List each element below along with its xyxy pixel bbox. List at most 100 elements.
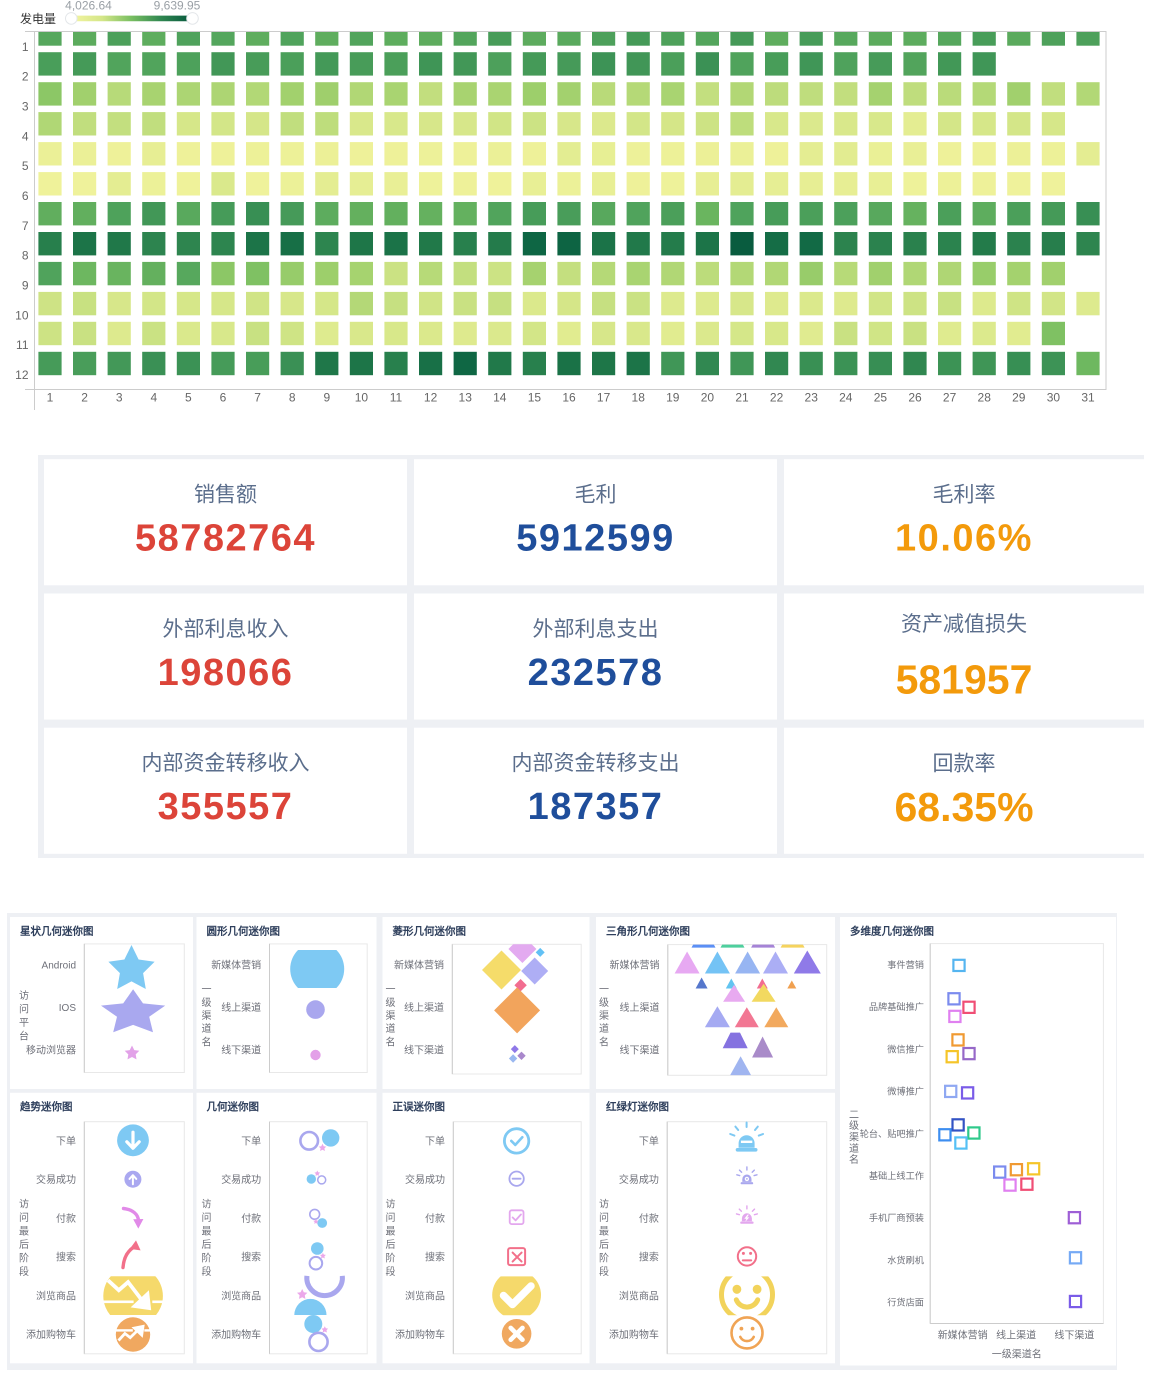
svg-text:3: 3: [116, 391, 123, 405]
svg-text:最: 最: [599, 1226, 609, 1238]
svg-text:访: 访: [19, 990, 29, 1002]
svg-text:销售额: 销售额: [194, 484, 257, 507]
svg-text:8: 8: [289, 391, 296, 405]
svg-text:段: 段: [202, 1265, 212, 1278]
svg-text:6: 6: [220, 391, 227, 405]
svg-text:搜索: 搜索: [56, 1251, 76, 1264]
svg-text:355557: 355557: [158, 786, 294, 828]
svg-text:17: 17: [597, 391, 611, 405]
svg-text:8: 8: [22, 249, 29, 263]
svg-text:15: 15: [528, 391, 542, 405]
svg-text:20: 20: [701, 391, 715, 405]
svg-text:12: 12: [15, 368, 29, 382]
svg-text:3: 3: [22, 100, 29, 114]
svg-text:趋势迷你图: 趋势迷你图: [20, 1100, 73, 1113]
svg-text:线上渠道: 线上渠道: [996, 1329, 1036, 1342]
svg-text:级: 级: [849, 1120, 859, 1132]
svg-text:道: 道: [202, 1022, 212, 1035]
svg-text:浏览商品: 浏览商品: [405, 1289, 445, 1302]
svg-text:发电量: 发电量: [20, 11, 56, 26]
svg-text:11: 11: [16, 338, 29, 352]
svg-text:微博推广: 微博推广: [887, 1086, 924, 1097]
svg-text:1: 1: [22, 40, 29, 54]
svg-text:回款率: 回款率: [933, 753, 996, 776]
svg-text:添加购物车: 添加购物车: [609, 1328, 659, 1341]
svg-text:级: 级: [386, 997, 396, 1009]
svg-text:事件营销: 事件营销: [887, 959, 924, 970]
svg-text:交易成功: 交易成功: [619, 1173, 659, 1186]
svg-text:下单: 下单: [639, 1136, 659, 1148]
svg-text:9: 9: [22, 279, 29, 293]
svg-text:30: 30: [1047, 391, 1061, 405]
svg-text:付款: 付款: [425, 1212, 445, 1225]
svg-text:新媒体营销: 新媒体营销: [394, 959, 444, 972]
svg-text:9: 9: [323, 391, 330, 405]
svg-text:搜索: 搜索: [425, 1251, 445, 1264]
svg-text:下单: 下单: [241, 1136, 261, 1148]
svg-text:二: 二: [849, 1110, 859, 1121]
svg-text:渠: 渠: [599, 1010, 609, 1022]
svg-text:12: 12: [424, 391, 438, 405]
svg-text:移动浏览器: 移动浏览器: [26, 1043, 76, 1056]
svg-text:搜索: 搜索: [639, 1251, 659, 1264]
svg-text:68.35%: 68.35%: [894, 784, 1033, 830]
svg-text:圆形几何迷你图: 圆形几何迷你图: [207, 925, 281, 938]
svg-text:10: 10: [355, 391, 369, 405]
svg-text:一: 一: [386, 985, 396, 996]
svg-text:阶: 阶: [599, 1252, 609, 1265]
svg-text:正误迷你图: 正误迷你图: [393, 1100, 446, 1113]
svg-text:IOS: IOS: [59, 1003, 77, 1014]
svg-text:31: 31: [1081, 391, 1095, 405]
svg-text:访: 访: [19, 1199, 29, 1211]
svg-text:级: 级: [599, 997, 609, 1009]
svg-text:段: 段: [599, 1265, 609, 1278]
svg-text:后: 后: [19, 1239, 29, 1251]
svg-text:付款: 付款: [241, 1212, 261, 1225]
svg-text:28: 28: [978, 391, 992, 405]
svg-text:交易成功: 交易成功: [221, 1173, 261, 1186]
svg-text:毛利: 毛利: [575, 484, 617, 507]
svg-text:渠: 渠: [849, 1132, 859, 1144]
svg-text:4: 4: [22, 129, 29, 143]
svg-text:基础上线工作: 基础上线工作: [869, 1170, 924, 1181]
svg-text:一级渠道名: 一级渠道名: [992, 1348, 1042, 1361]
svg-text:58782764: 58782764: [135, 518, 316, 560]
svg-text:名: 名: [386, 1035, 396, 1048]
svg-text:内部资金转移收入: 内部资金转移收入: [142, 752, 310, 775]
svg-text:道: 道: [599, 1022, 609, 1035]
svg-text:资产减值损失: 资产减值损失: [901, 613, 1027, 636]
svg-text:后: 后: [599, 1239, 609, 1251]
svg-text:微信推广: 微信推广: [887, 1043, 924, 1054]
svg-text:21: 21: [735, 391, 749, 405]
svg-text:23: 23: [805, 391, 819, 405]
svg-text:一: 一: [599, 985, 609, 996]
svg-text:菱形几何迷你图: 菱形几何迷你图: [393, 925, 467, 938]
svg-text:7: 7: [22, 219, 29, 233]
svg-text:新媒体营销: 新媒体营销: [938, 1329, 988, 1342]
svg-text:最: 最: [202, 1226, 212, 1238]
svg-text:19: 19: [666, 391, 680, 405]
svg-text:问: 问: [19, 1211, 29, 1224]
svg-text:三角形几何迷你图: 三角形几何迷你图: [606, 925, 690, 938]
svg-text:名: 名: [849, 1153, 859, 1166]
svg-text:9,639.95: 9,639.95: [154, 0, 201, 13]
svg-text:段: 段: [19, 1265, 29, 1278]
svg-text:付款: 付款: [56, 1212, 76, 1225]
svg-text:最: 最: [19, 1226, 29, 1238]
svg-text:问: 问: [19, 1002, 29, 1015]
svg-text:24: 24: [839, 391, 853, 405]
svg-text:添加购物车: 添加购物车: [395, 1328, 445, 1341]
svg-text:道: 道: [386, 1022, 396, 1035]
svg-text:付款: 付款: [639, 1212, 659, 1225]
svg-text:后: 后: [386, 1239, 396, 1251]
svg-text:2: 2: [22, 70, 29, 84]
svg-text:线下渠道: 线下渠道: [1054, 1329, 1094, 1342]
svg-text:11: 11: [390, 391, 403, 405]
svg-text:10.06%: 10.06%: [895, 518, 1033, 560]
svg-text:4: 4: [150, 391, 157, 405]
svg-text:Android: Android: [42, 961, 76, 972]
svg-text:22: 22: [770, 391, 784, 405]
svg-text:毛利率: 毛利率: [933, 484, 996, 507]
svg-text:18: 18: [632, 391, 646, 405]
svg-text:渠: 渠: [202, 1010, 212, 1022]
